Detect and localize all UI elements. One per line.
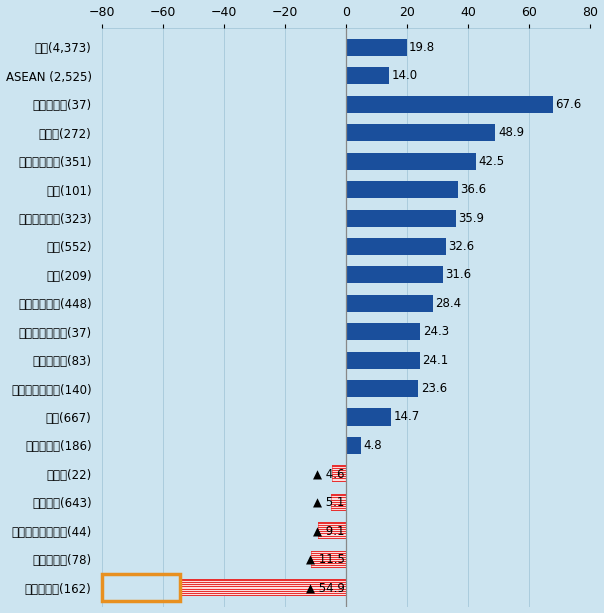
Text: 24.3: 24.3: [423, 326, 449, 338]
Bar: [346, 238, 446, 255]
Bar: [179, 579, 346, 596]
Text: ▲ 9.1: ▲ 9.1: [313, 524, 345, 537]
Bar: [311, 550, 346, 568]
Bar: [346, 181, 458, 198]
Bar: [346, 153, 476, 170]
Text: 31.6: 31.6: [445, 268, 471, 281]
Bar: [346, 352, 420, 368]
Bar: [318, 522, 346, 539]
Bar: [346, 39, 406, 56]
Bar: [346, 124, 495, 141]
Bar: [346, 67, 389, 85]
Bar: [332, 465, 346, 482]
Text: 14.7: 14.7: [394, 411, 420, 424]
Text: 35.9: 35.9: [458, 211, 484, 224]
Bar: [346, 210, 456, 227]
Text: 4.8: 4.8: [363, 439, 382, 452]
Bar: [346, 408, 391, 425]
Bar: [346, 380, 418, 397]
Text: 36.6: 36.6: [460, 183, 486, 196]
Text: 24.1: 24.1: [422, 354, 449, 367]
Text: 28.4: 28.4: [435, 297, 461, 310]
Bar: [346, 437, 361, 454]
Text: 48.9: 48.9: [498, 126, 524, 139]
Bar: [346, 96, 553, 113]
Text: 14.0: 14.0: [391, 69, 417, 82]
Text: 67.6: 67.6: [555, 98, 581, 111]
Bar: [346, 295, 433, 312]
Text: ▲ 54.9: ▲ 54.9: [306, 581, 345, 594]
Text: ▲ 5.1: ▲ 5.1: [313, 496, 345, 509]
Text: 19.8: 19.8: [409, 41, 435, 54]
Text: 23.6: 23.6: [421, 382, 447, 395]
Bar: [330, 493, 346, 511]
Bar: [102, 574, 180, 601]
Text: 32.6: 32.6: [448, 240, 474, 253]
Text: ▲ 11.5: ▲ 11.5: [306, 553, 345, 566]
Bar: [346, 323, 420, 340]
Text: ▲ 4.6: ▲ 4.6: [313, 467, 345, 481]
Bar: [346, 267, 443, 283]
Text: 42.5: 42.5: [478, 154, 504, 168]
